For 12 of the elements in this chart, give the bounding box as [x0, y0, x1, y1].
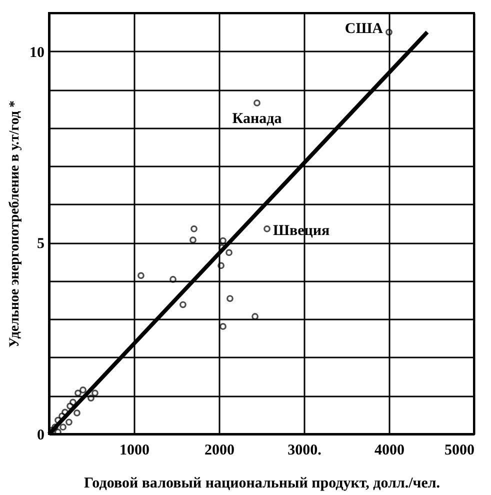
annotation: Канада	[232, 110, 282, 127]
x-tick-label: 4000	[374, 442, 404, 458]
x-tick-label: 3000.	[288, 442, 322, 458]
y-tick-label: 0	[37, 428, 44, 444]
x-axis-title: Годовой валовый национальный продукт, долл./чел.	[84, 476, 440, 492]
x-tick-label: 5000	[444, 442, 474, 458]
y-tick-label: 10	[30, 44, 44, 61]
y-axis-title: Удельное энергопотребление в у.т/год *	[8, 100, 22, 348]
annotation: США	[344, 21, 384, 38]
x-tick-label: 2000	[204, 442, 234, 458]
x-tick-label: 1000	[120, 442, 150, 458]
y-tick-label: 5	[37, 236, 44, 252]
